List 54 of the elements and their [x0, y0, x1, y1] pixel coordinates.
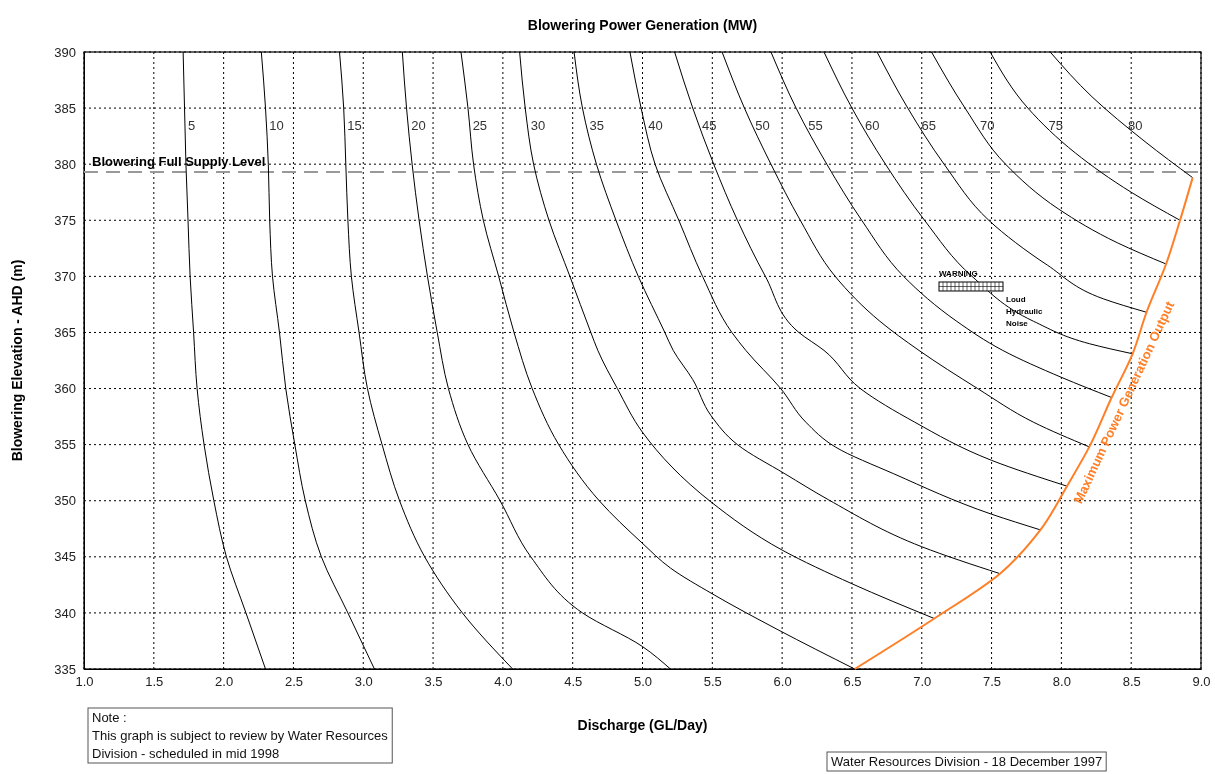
series-label: 5	[187, 117, 196, 133]
x-tick-label: 4.5	[564, 674, 583, 690]
y-tick-label: 340	[54, 605, 76, 621]
series-label: 40	[648, 117, 663, 133]
x-axis-title: Discharge (GL/Day)	[577, 717, 708, 733]
x-tick-label: 4.0	[494, 674, 513, 690]
series-label: 65	[921, 117, 937, 133]
annotation: WARNING	[939, 269, 978, 278]
x-tick-label: 8.5	[1122, 674, 1141, 690]
y-tick-label: 365	[54, 325, 76, 341]
series-label: 35	[589, 117, 605, 133]
x-tick-label: 9.0	[1192, 674, 1211, 690]
series-label: 50	[755, 117, 770, 133]
y-tick-label: 350	[54, 493, 76, 509]
series-label: 75	[1048, 117, 1064, 133]
annotation: Noise	[1006, 319, 1029, 328]
series-label: 70	[980, 117, 995, 133]
y-tick-label: 335	[54, 661, 76, 677]
x-tick-label: 7.0	[913, 674, 932, 690]
y-tick-label: 360	[54, 381, 76, 397]
x-tick-label: 8.0	[1052, 674, 1071, 690]
y-tick-label: 390	[54, 44, 76, 60]
x-tick-label: 5.0	[633, 674, 653, 690]
ref-line-label: Blowering Full Supply Level	[92, 154, 266, 170]
x-tick-label: 1.0	[75, 674, 94, 690]
x-tick-label: 3.0	[354, 674, 373, 690]
x-tick-label: 1.5	[145, 674, 164, 690]
series-label: 80	[1128, 117, 1143, 133]
x-tick-label: 3.5	[424, 674, 443, 690]
series-label: 60	[864, 117, 880, 133]
y-tick-label: 370	[54, 269, 76, 285]
y-tick-label: 375	[54, 212, 76, 228]
series-label: 20	[411, 117, 426, 133]
y-tick-label: 355	[54, 437, 76, 453]
x-tick-label: 7.5	[983, 674, 1002, 690]
text: Note : This graph is subject to review by Water Resources Division - scheduled in mid 1998	[92, 710, 389, 761]
series-label: 30	[530, 117, 546, 133]
series-label: 55	[808, 117, 823, 133]
y-tick-label: 380	[54, 156, 76, 172]
x-tick-label: 5.5	[703, 674, 722, 690]
series-label: 15	[347, 117, 362, 133]
x-tick-label: 6.0	[773, 674, 792, 690]
annotation: Loud	[1006, 295, 1026, 304]
x-tick-label: 6.5	[843, 674, 862, 690]
y-tick-label: 385	[54, 100, 76, 116]
y-axis-title: Blowering Elevation - AHD (m)	[9, 259, 25, 462]
y-tick-label: 345	[54, 549, 76, 565]
chart-title: Blowering Power Generation (MW)	[527, 17, 758, 33]
x-tick-label: 2.5	[284, 674, 303, 690]
text: Water Resources Division - 18 December 1997	[831, 754, 1103, 769]
x-tick-label: 2.0	[215, 674, 234, 690]
series-label: 45	[702, 117, 717, 133]
series-label: 25	[472, 117, 488, 133]
series-label: 10	[269, 117, 284, 133]
